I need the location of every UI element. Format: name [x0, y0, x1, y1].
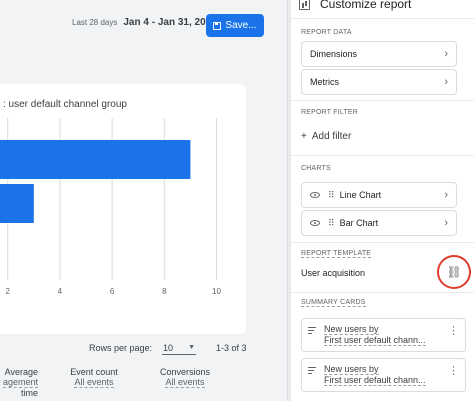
chevron-right-icon: ›: [444, 189, 448, 201]
panel-header: Customize report: [299, 0, 411, 12]
date-range-value: Jan 4 - Jan 31, 2023: [123, 17, 217, 28]
report-icon: [299, 0, 310, 10]
summary-cards-label-text: SUMMARY CARDS: [301, 299, 366, 307]
x-tick-label: 8: [162, 287, 167, 296]
table-pager: Rows per page: 10 ▼ 1-3 of 3: [89, 341, 247, 355]
more-vert-icon[interactable]: ⋮: [448, 365, 459, 377]
chevron-right-icon: ›: [444, 76, 448, 88]
x-tick-label: 2: [5, 287, 10, 296]
date-range-label: Last 28 days: [72, 18, 118, 27]
rows-per-page-label: Rows per page:: [89, 343, 153, 353]
x-tick-label: 4: [58, 287, 63, 296]
drag-handle-icon[interactable]: ⠿: [328, 189, 335, 200]
panel-title: Customize report: [320, 0, 412, 11]
chart-row-line[interactable]: ⠿ Line Chart ›: [301, 182, 457, 208]
eye-icon[interactable]: [310, 220, 320, 226]
divider: [291, 292, 474, 293]
column-subtitle: agement: [2, 377, 38, 388]
chart-card-title: : user default channel group: [3, 99, 127, 110]
rows-per-page-select[interactable]: 10 ▼: [162, 341, 197, 355]
summary-card-line2: First user default chann...: [324, 335, 426, 346]
date-range-selector[interactable]: Last 28 days Jan 4 - Jan 31, 2023: [72, 17, 217, 28]
report-data-label: REPORT DATA: [301, 29, 352, 36]
summary-card-line1: New users by: [324, 324, 379, 335]
column-subtitle: All events: [74, 377, 114, 388]
column-header-event-count[interactable]: Event count All events: [66, 367, 122, 388]
summary-card-line2: First user default chann...: [324, 375, 426, 386]
chevron-right-icon: ›: [444, 217, 448, 229]
unlink-icon: ⛓: [446, 265, 462, 279]
metrics-row[interactable]: Metrics ›: [301, 69, 457, 95]
summary-lines-icon: [308, 367, 316, 376]
column-title: Event count: [70, 367, 118, 377]
template-name: User acquisition: [301, 268, 366, 278]
x-tick-label: 6: [110, 287, 115, 296]
summary-card[interactable]: New users by First user default chann...…: [301, 318, 466, 352]
column-title: Average: [4, 367, 38, 377]
bar-chart: 2 4 6 8 10: [0, 118, 221, 296]
report-area: Last 28 days Jan 4 - Jan 31, 2023 Save..…: [0, 14, 264, 398]
save-icon: [213, 21, 222, 30]
divider: [291, 18, 474, 19]
customize-report-panel: Customize report REPORT DATA Dimensions …: [291, 0, 474, 401]
rows-per-page-value: 10: [163, 342, 174, 353]
metrics-label: Metrics: [310, 77, 339, 87]
bar[interactable]: [0, 184, 34, 223]
report-template-label-text: REPORT TEMPLATE: [301, 250, 372, 258]
summary-card[interactable]: New users by First user default chann...…: [301, 358, 466, 392]
divider: [291, 155, 474, 156]
summary-card-line1: New users by: [324, 364, 379, 375]
panel-resize-handle[interactable]: [287, 0, 291, 401]
add-filter-label: Add filter: [311, 131, 352, 142]
column-header-average[interactable]: Average agement time: [0, 367, 38, 398]
chart-label: Bar Chart: [339, 218, 379, 228]
column-header-conversions[interactable]: Conversions All events: [156, 367, 214, 388]
caret-down-icon: ▼: [188, 344, 196, 351]
divider: [291, 242, 474, 243]
plus-icon: +: [301, 131, 307, 142]
report-filter-label: REPORT FILTER: [301, 109, 359, 116]
unlink-template-button[interactable]: ⛓: [437, 255, 471, 289]
eye-icon[interactable]: [310, 192, 320, 198]
x-tick-label: 10: [212, 287, 221, 296]
pager-range: 1-3 of 3: [216, 343, 247, 353]
divider: [291, 100, 474, 101]
charts-label: CHARTS: [301, 165, 331, 172]
column-subtitle: All events: [165, 377, 205, 388]
more-vert-icon[interactable]: ⋮: [448, 325, 459, 337]
chart-card: 2 4 6 8 10 : user default channel group: [0, 84, 246, 334]
summary-lines-icon: [308, 327, 316, 336]
add-filter-button[interactable]: + Add filter: [301, 131, 351, 142]
summary-cards-label: SUMMARY CARDS: [301, 299, 366, 307]
chevron-right-icon: ›: [444, 48, 448, 60]
drag-handle-icon[interactable]: ⠿: [328, 217, 335, 228]
report-template-label: REPORT TEMPLATE: [301, 250, 372, 258]
dimensions-label: Dimensions: [310, 49, 358, 59]
save-button-label: Save...: [225, 20, 257, 31]
chart-row-bar[interactable]: ⠿ Bar Chart ›: [301, 210, 457, 236]
chart-label: Line Chart: [339, 190, 382, 200]
column-extra: time: [20, 388, 38, 398]
save-button[interactable]: Save...: [206, 14, 264, 37]
dimensions-row[interactable]: Dimensions ›: [301, 41, 457, 67]
column-title: Conversions: [159, 367, 211, 377]
bar[interactable]: [0, 140, 191, 179]
